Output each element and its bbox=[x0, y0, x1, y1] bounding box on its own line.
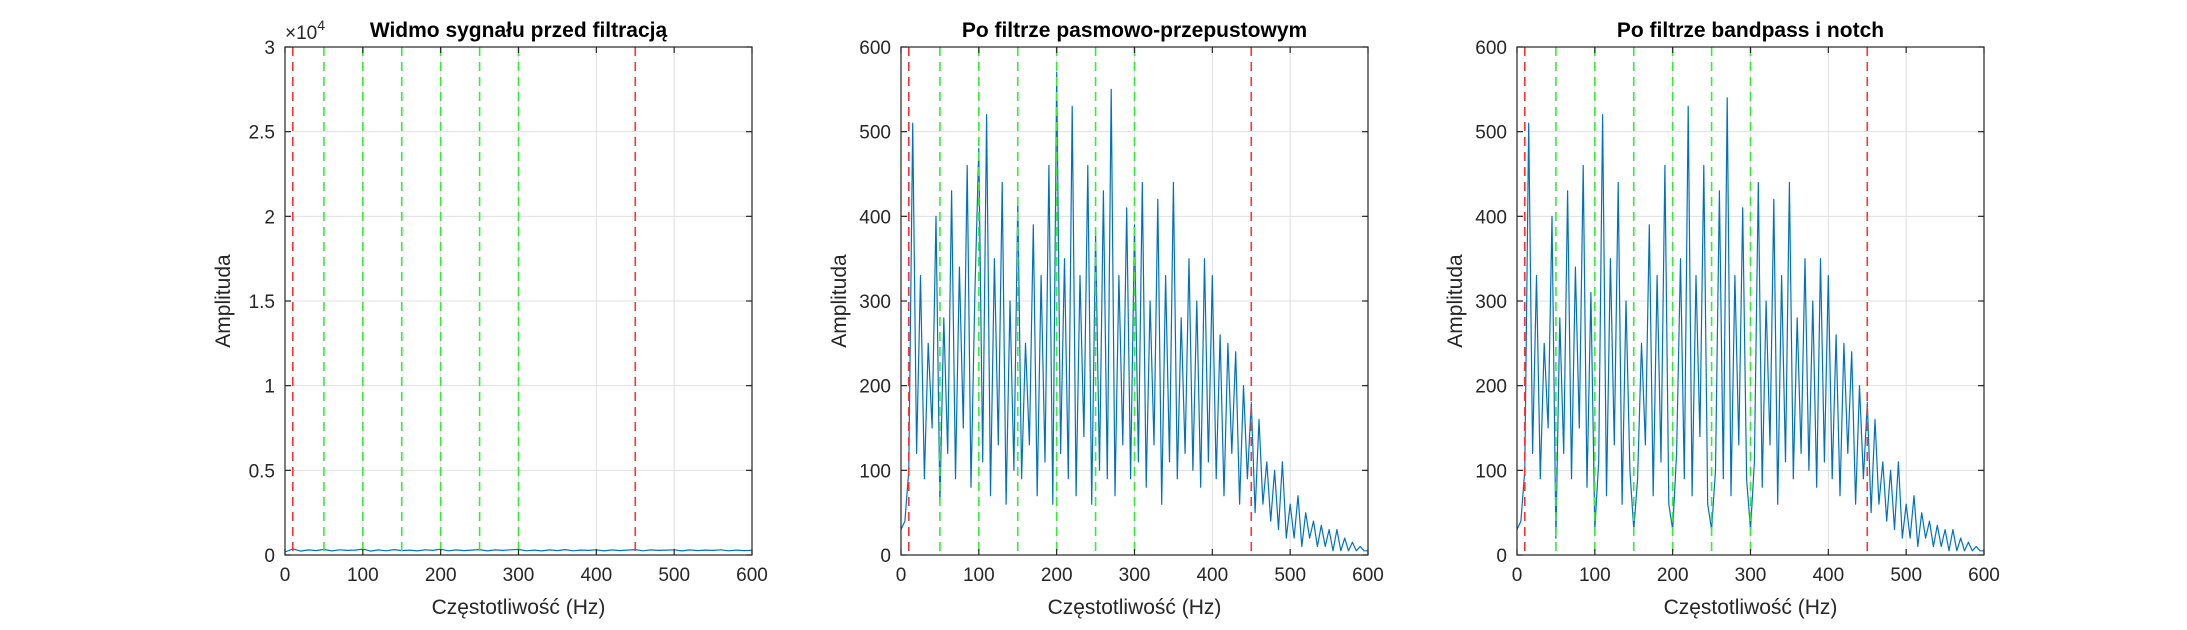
y-tick-label: 300 bbox=[1475, 292, 1507, 313]
y-tick-label: 300 bbox=[859, 292, 891, 313]
y-tick-label: 2.5 bbox=[249, 123, 275, 144]
x-tick-label: 300 bbox=[503, 565, 535, 586]
y-tick-label: 0 bbox=[1496, 546, 1507, 567]
x-tick-label: 100 bbox=[347, 565, 379, 586]
chart-title: Widmo sygnału przed filtracją bbox=[370, 19, 668, 42]
x-axis-label: Częstotliwość (Hz) bbox=[1048, 596, 1222, 619]
x-tick-label: 200 bbox=[425, 565, 457, 586]
x-tick-label: 100 bbox=[963, 565, 995, 586]
y-tick-label: 100 bbox=[1475, 461, 1507, 482]
y-tick-label: 100 bbox=[859, 461, 891, 482]
x-tick-label: 600 bbox=[1968, 565, 2000, 586]
x-tick-label: 0 bbox=[896, 565, 907, 586]
x-tick-label: 600 bbox=[1352, 565, 1384, 586]
x-tick-label: 400 bbox=[1196, 565, 1228, 586]
x-tick-label: 400 bbox=[1812, 565, 1844, 586]
x-tick-label: 200 bbox=[1657, 565, 1689, 586]
y-tick-label: 400 bbox=[1475, 207, 1507, 228]
x-tick-label: 300 bbox=[1735, 565, 1767, 586]
chart-title: Po filtrze bandpass i notch bbox=[1617, 19, 1884, 42]
y-axis-label: Amplituda bbox=[828, 254, 851, 348]
y-tick-label: 2 bbox=[264, 207, 275, 228]
y-tick-label: 400 bbox=[859, 207, 891, 228]
chart-panel-3: 0 100 200 300 400 500 600 0 100 200 300 400 500 600 Po… bbox=[1444, 19, 2000, 619]
y-axis-label: Amplituda bbox=[212, 254, 235, 348]
x-axis-label: Częstotliwość (Hz) bbox=[432, 596, 606, 619]
y-exponent-label: ×104 bbox=[285, 17, 325, 44]
x-axis-label: Częstotliwość (Hz) bbox=[1664, 596, 1838, 619]
y-tick-label: 600 bbox=[1475, 38, 1507, 59]
x-tick-label: 500 bbox=[1274, 565, 1306, 586]
x-tick-label: 500 bbox=[658, 565, 690, 586]
y-tick-label: 0 bbox=[264, 546, 275, 567]
y-tick-label: 600 bbox=[859, 38, 891, 59]
x-tick-label: 500 bbox=[1890, 565, 1922, 586]
chart-panel-1: 0 100 200 300 400 500 600 0 0.5 1 1.5 2 2.5 3 ×104 Widm… bbox=[212, 17, 768, 619]
x-tick-label: 200 bbox=[1041, 565, 1073, 586]
y-tick-label: 500 bbox=[1475, 123, 1507, 144]
y-tick-label: 200 bbox=[859, 377, 891, 398]
y-exponent-power: 4 bbox=[317, 17, 325, 33]
y-axis-label: Amplituda bbox=[1444, 254, 1467, 348]
y-tick-label: 0.5 bbox=[249, 461, 275, 482]
x-tick-label: 300 bbox=[1119, 565, 1151, 586]
chart-title: Po filtrze pasmowo-przepustowym bbox=[962, 19, 1307, 42]
x-tick-label: 400 bbox=[580, 565, 612, 586]
y-tick-label: 1 bbox=[264, 377, 275, 398]
y-tick-label: 500 bbox=[859, 123, 891, 144]
y-tick-label: 1.5 bbox=[249, 292, 275, 313]
series-line-1 bbox=[900, 71, 1368, 552]
x-tick-label: 600 bbox=[736, 565, 768, 586]
chart-panel-2: 0 100 200 300 400 500 600 0 100 200 300 400 500 600 Po… bbox=[828, 19, 1384, 619]
x-tick-label: 0 bbox=[280, 565, 291, 586]
y-tick-label: 0 bbox=[880, 546, 891, 567]
x-tick-label: 100 bbox=[1579, 565, 1611, 586]
y-tick-label: 3 bbox=[264, 38, 275, 59]
y-tick-label: 200 bbox=[1475, 377, 1507, 398]
x-tick-label: 0 bbox=[1512, 565, 1523, 586]
